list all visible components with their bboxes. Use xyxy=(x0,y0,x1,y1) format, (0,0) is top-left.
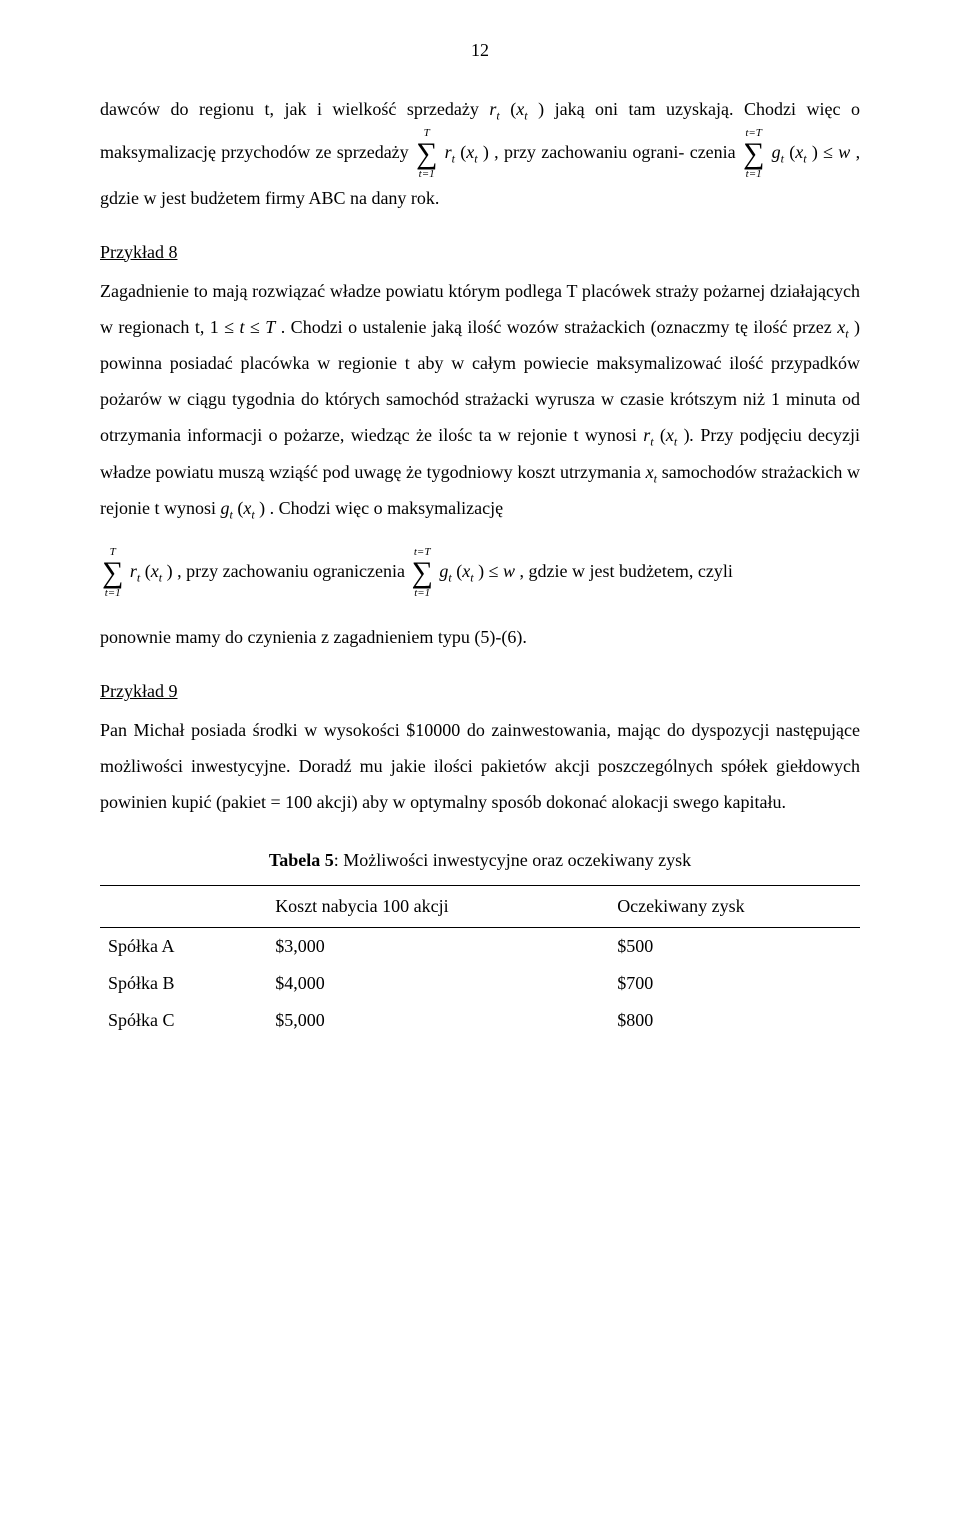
col-profit: Oczekiwany zysk xyxy=(609,885,860,927)
cell-company: Spółka B xyxy=(100,965,267,1002)
przyklad8-paragraph-1: Zagadnienie to mają rozwiązać władze pow… xyxy=(100,273,860,527)
math-rt-xt: rt (xt ) xyxy=(445,142,489,162)
cell-cost: $3,000 xyxy=(267,927,609,965)
math-gt-xt: gt (xt ) xyxy=(220,498,265,518)
table-row: Spółka C $5,000 $800 xyxy=(100,1002,860,1039)
sum-icon: T ∑ t=1 xyxy=(102,547,123,599)
text: , gdzie w jest budżetem, czyli xyxy=(519,561,732,581)
text: jaką oni tam uzyskają. Chodzi xyxy=(555,99,796,119)
table5-title-rest: : Możliwości inwestycyjne oraz oczekiwan… xyxy=(334,850,691,870)
text: czenia xyxy=(690,142,741,162)
sum-lower: t=1 xyxy=(102,588,123,599)
page: 12 dawców do regionu t, jak i wielkość s… xyxy=(0,0,960,1099)
sum-icon: t=T ∑ t=1 xyxy=(411,547,432,599)
table5-title: Tabela 5: Możliwości inwestycyjne oraz o… xyxy=(100,850,860,871)
col-cost: Koszt nabycia 100 akcji xyxy=(267,885,609,927)
page-number: 12 xyxy=(100,40,860,61)
text: dawców do regionu t, jak i wielkość sprz… xyxy=(100,99,489,119)
text: . Chodzi więc o maksymalizację xyxy=(270,498,503,518)
math-rt-xt: rt (xt ) xyxy=(130,561,173,581)
table-row: Spółka B $4,000 $700 xyxy=(100,965,860,1002)
cell-company: Spółka C xyxy=(100,1002,267,1039)
sigma-icon: ∑ xyxy=(411,558,432,588)
text: , przy zachowaniu ograniczenia xyxy=(177,561,409,581)
sum-icon: t=T ∑ t=1 xyxy=(743,128,764,180)
cell-profit: $700 xyxy=(609,965,860,1002)
table-header-row: Koszt nabycia 100 akcji Oczekiwany zysk xyxy=(100,885,860,927)
heading-przyklad-9: Przykład 9 xyxy=(100,681,860,702)
math-rt-xt: rt (xt ). xyxy=(643,425,694,445)
col-empty xyxy=(100,885,267,927)
sum-icon: T ∑ t=1 xyxy=(416,128,437,180)
math-xt: xt xyxy=(837,317,848,337)
cell-profit: $500 xyxy=(609,927,860,965)
przyklad8-paragraph-3: ponownie mamy do czynienia z zagadnienie… xyxy=(100,619,860,655)
sigma-icon: ∑ xyxy=(416,139,437,169)
cell-company: Spółka A xyxy=(100,927,267,965)
math-range: 1 ≤ t ≤ T xyxy=(210,317,276,337)
math-gt-xt-le-w: gt (xt ) ≤ w xyxy=(439,561,515,581)
intro-paragraph: dawców do regionu t, jak i wielkość sprz… xyxy=(100,91,860,216)
table5: Koszt nabycia 100 akcji Oczekiwany zysk … xyxy=(100,885,860,1039)
sum-lower: t=1 xyxy=(416,169,437,180)
table-row: Spółka A $3,000 $500 xyxy=(100,927,860,965)
heading-przyklad-8: Przykład 8 xyxy=(100,242,860,263)
przyklad9-paragraph: Pan Michał posiada środki w wysokości $1… xyxy=(100,712,860,820)
cell-cost: $4,000 xyxy=(267,965,609,1002)
sum-lower: t=1 xyxy=(743,169,764,180)
table5-title-bold: Tabela 5 xyxy=(269,850,334,870)
cell-profit: $800 xyxy=(609,1002,860,1039)
sum-lower: t=1 xyxy=(411,588,432,599)
sigma-icon: ∑ xyxy=(102,558,123,588)
math-gt-xt-le-w: gt (xt ) ≤ w xyxy=(772,142,851,162)
text: , przy zachowaniu ograni- xyxy=(494,142,684,162)
math-rt-xt: rt (xt ) xyxy=(489,99,544,119)
sigma-icon: ∑ xyxy=(743,139,764,169)
math-xt: xt xyxy=(646,462,657,482)
przyklad8-paragraph-2: T ∑ t=1 rt (xt ) , przy zachowaniu ogran… xyxy=(100,547,860,599)
text: . Chodzi o ustalenie jaką ilość wozów st… xyxy=(281,317,837,337)
cell-cost: $5,000 xyxy=(267,1002,609,1039)
